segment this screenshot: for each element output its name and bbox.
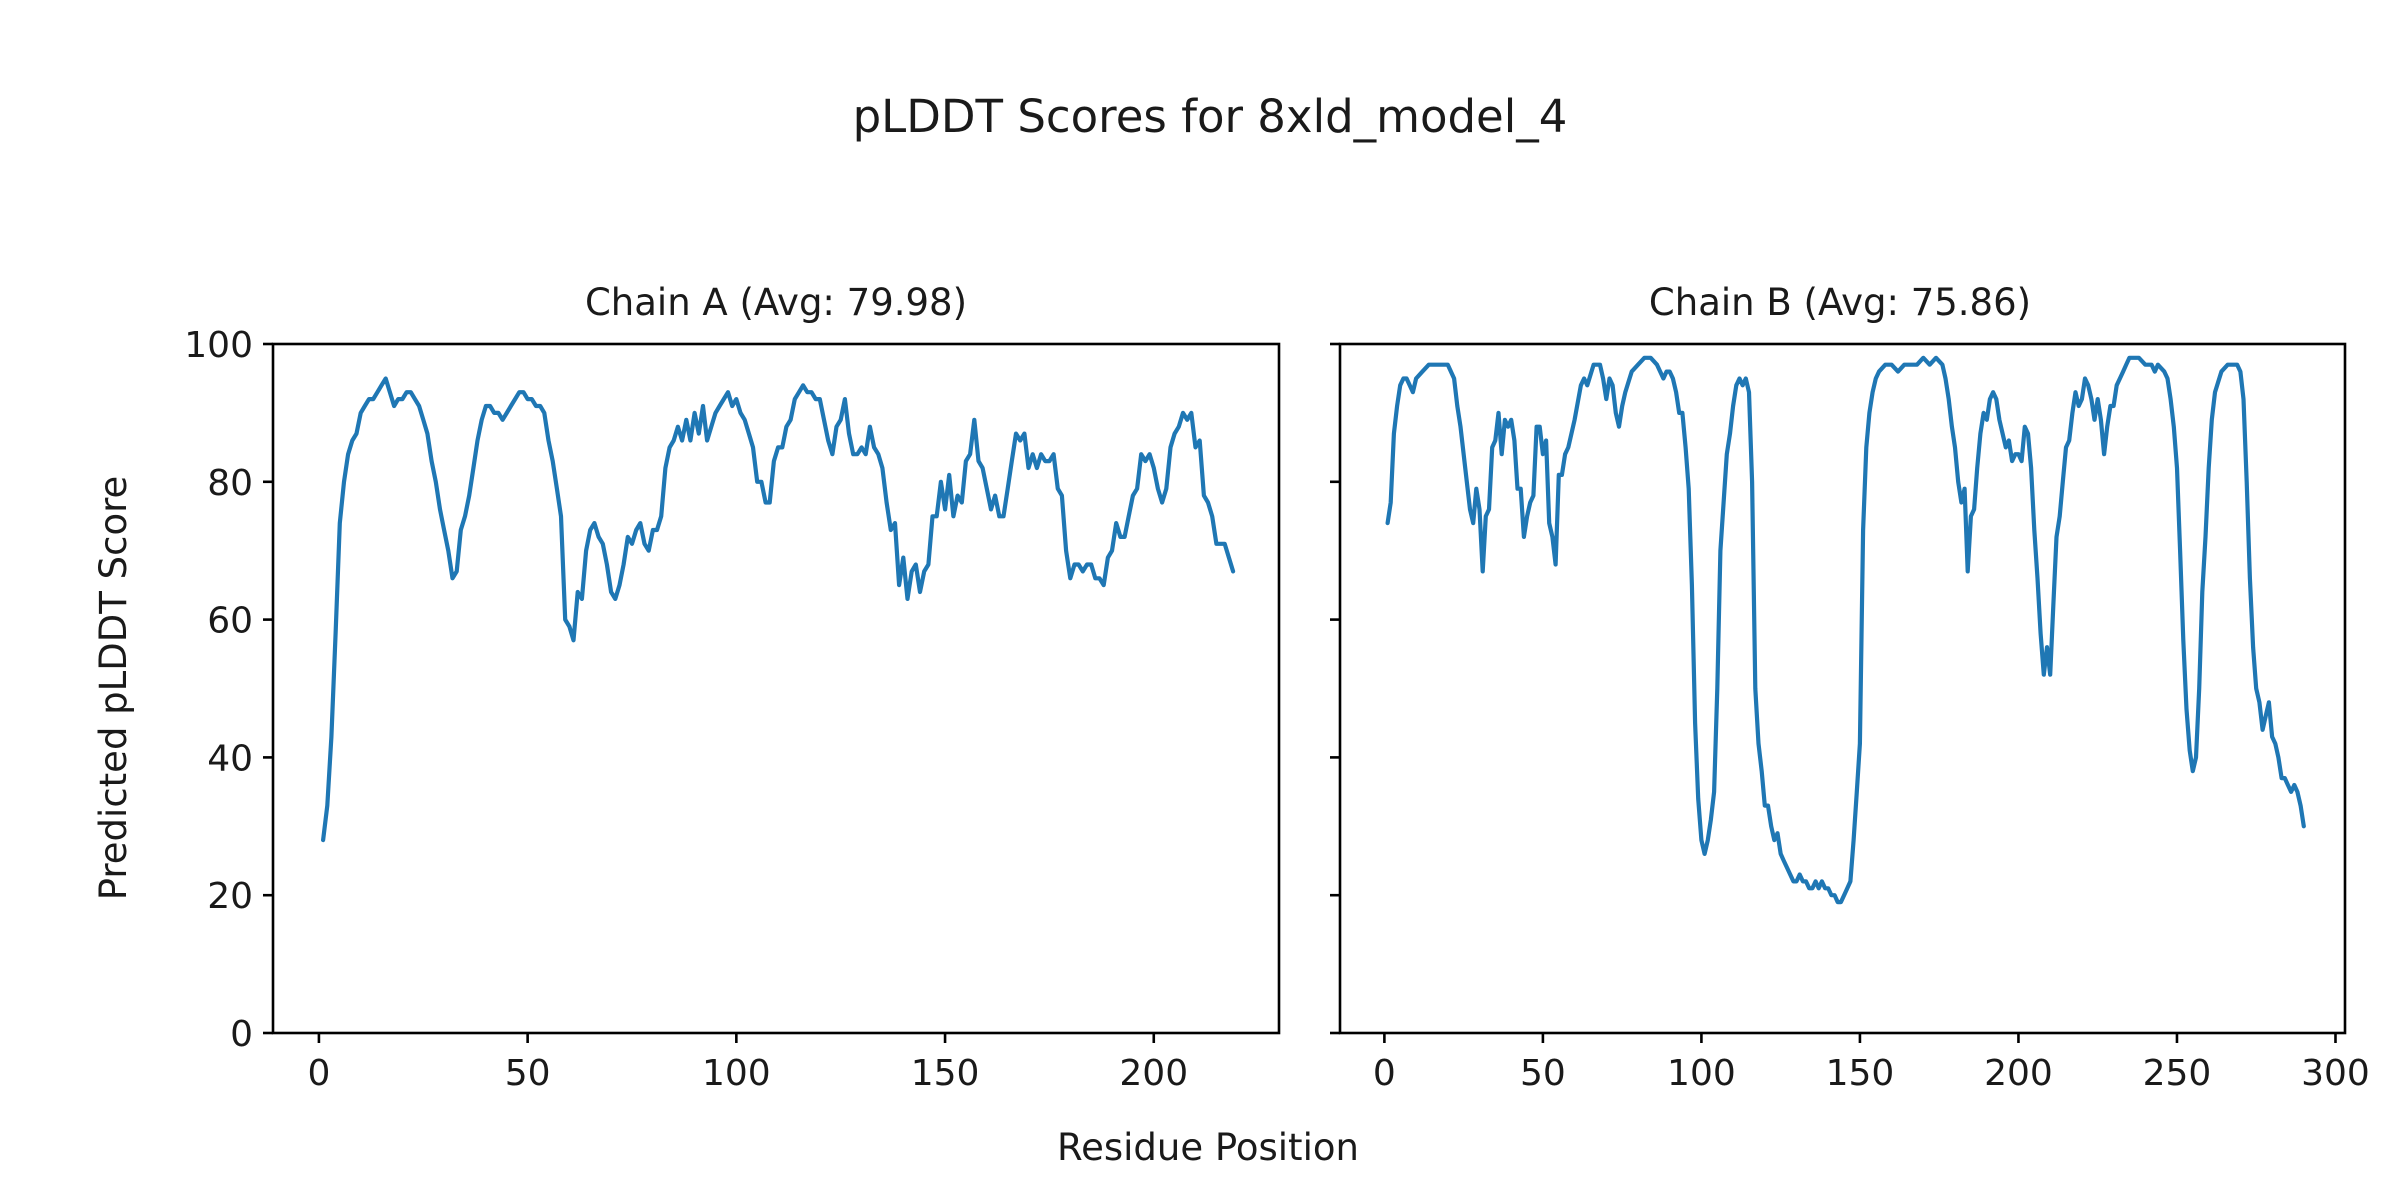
y-tick-label: 100 [184, 325, 253, 366]
chain-a-y-axis: 0 20 40 60 80 100 [184, 325, 273, 1055]
y-tick-label: 20 [207, 876, 253, 917]
x-tick-label: 150 [911, 1053, 980, 1094]
chain-a-panel: Chain A (Avg: 79.98) 0 20 40 60 80 100 0 50 100… [184, 281, 1281, 1094]
chain-b-x-axis: 0 50 100 150 200 250 300 [1373, 1033, 2370, 1094]
y-tick-label: 40 [207, 738, 253, 779]
x-tick-label: 250 [2143, 1053, 2212, 1094]
y-tick-label: 0 [230, 1014, 253, 1055]
chain-b-plddt-line [1385, 355, 2306, 905]
x-tick-label: 100 [702, 1053, 771, 1094]
x-tick-label: 100 [1667, 1053, 1736, 1094]
x-tick-label: 50 [505, 1053, 551, 1094]
x-tick-label: 50 [1520, 1053, 1566, 1094]
chain-a-x-axis: 0 50 100 150 200 [307, 1033, 1188, 1094]
x-tick-label: 200 [1984, 1053, 2053, 1094]
y-tick-label: 60 [207, 601, 253, 642]
x-tick-label: 150 [1826, 1053, 1895, 1094]
chain-a-plddt-line [321, 376, 1236, 843]
x-tick-label: 200 [1119, 1053, 1188, 1094]
chain-b-panel: Chain B (Avg: 75.86) 0 50 100 150 200 250 300 [1330, 281, 2370, 1094]
chain-b-plot-frame [1338, 342, 2347, 1035]
chain-b-y-axis [1330, 342, 1340, 1035]
chain-b-title: Chain B (Avg: 75.86) [1649, 281, 2031, 324]
x-tick-label: 0 [307, 1053, 330, 1094]
y-axis-label: Predicted pLDDT Score [92, 476, 135, 901]
chain-a-title: Chain A (Avg: 79.98) [585, 281, 967, 324]
x-axis-label: Residue Position [1057, 1126, 1359, 1169]
y-tick-label: 80 [207, 463, 253, 504]
x-tick-label: 300 [2301, 1053, 2370, 1094]
chain-a-plot-frame [271, 342, 1281, 1035]
figure-title: pLDDT Scores for 8xld_model_4 [853, 90, 1568, 143]
x-tick-label: 0 [1373, 1053, 1396, 1094]
